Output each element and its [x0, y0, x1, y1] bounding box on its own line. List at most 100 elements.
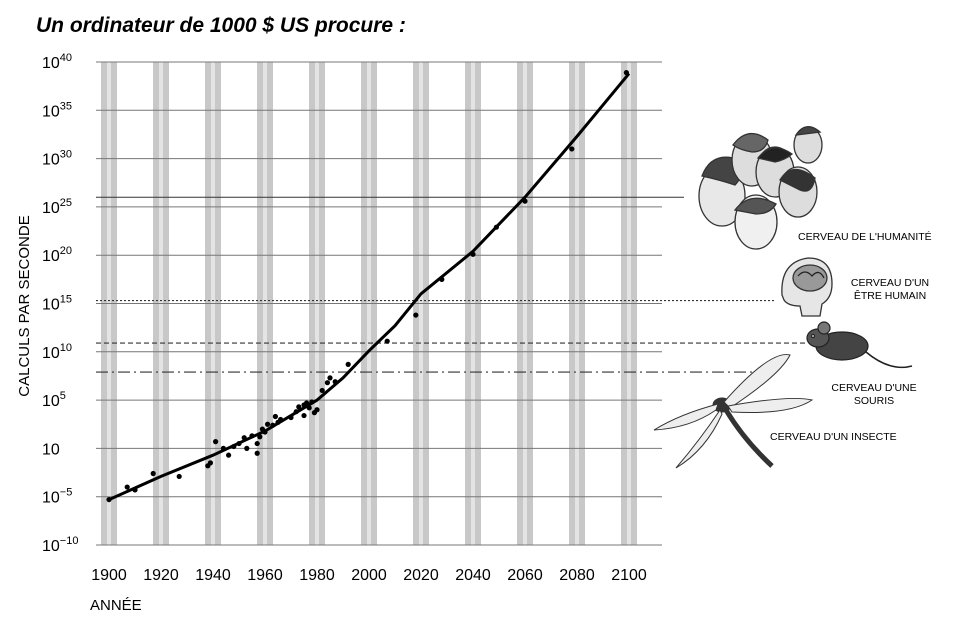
- data-point: [293, 409, 299, 415]
- y-tick-label: 1025: [42, 197, 72, 217]
- x-tick-label: 2060: [507, 567, 543, 584]
- y-tick-exponent: 35: [60, 100, 72, 112]
- y-tick-base: 10: [42, 441, 60, 458]
- data-point: [324, 380, 330, 386]
- y-tick-exponent: 5: [60, 390, 66, 402]
- data-point: [332, 379, 338, 385]
- data-point: [236, 440, 242, 447]
- y-tick-base: 10: [42, 393, 60, 410]
- y-tick-exponent: −10: [60, 535, 79, 547]
- data-point: [278, 416, 284, 423]
- reference-label: CERVEAU D'UN INSECTE: [770, 431, 897, 443]
- reference-label: CERVEAU D'UNE: [831, 382, 916, 394]
- x-tick-label: 2000: [351, 567, 387, 584]
- data-point: [226, 452, 232, 458]
- mouse-illustration: [806, 321, 913, 369]
- reference-level-lines: [96, 196, 805, 373]
- data-point: [288, 414, 294, 421]
- y-axis-label: CALCULS PAR SECONDE: [16, 215, 33, 396]
- x-axis-label: ANNÉE: [90, 597, 142, 614]
- data-point: [213, 439, 219, 445]
- y-tick-labels: 10401035103010251020101510101051010−510−…: [42, 52, 78, 555]
- x-tick-label: 2040: [455, 567, 491, 584]
- reference-label: ÊTRE HUMAIN: [854, 289, 926, 302]
- data-point: [296, 404, 302, 410]
- y-tick-label: 1030: [42, 149, 72, 169]
- y-tick-exponent: 30: [60, 149, 72, 161]
- horizontal-grid-lines: [96, 61, 662, 546]
- x-tick-label: 2020: [403, 567, 439, 584]
- y-tick-label: 1035: [42, 100, 72, 120]
- data-point: [244, 445, 250, 451]
- trend-line-group: [108, 72, 631, 501]
- x-tick-label: 2080: [559, 567, 595, 584]
- data-point: [522, 198, 528, 204]
- y-tick-base: 10: [42, 345, 60, 362]
- y-tick-label: 105: [42, 390, 66, 410]
- y-tick-label: 1010: [42, 342, 72, 362]
- data-point: [493, 224, 499, 230]
- y-tick-base: 10: [42, 490, 60, 507]
- data-point: [231, 443, 237, 450]
- data-point: [306, 405, 312, 411]
- data-point: [413, 312, 419, 318]
- y-tick-label: 10−5: [42, 487, 72, 507]
- x-tick-label: 1900: [91, 567, 127, 584]
- y-tick-exponent: 10: [60, 342, 72, 354]
- data-point: [262, 429, 268, 435]
- y-tick-base: 10: [42, 248, 60, 265]
- data-point: [309, 399, 315, 405]
- y-tick-base: 10: [42, 55, 60, 72]
- x-tick-label: 2100: [611, 567, 647, 584]
- data-point: [623, 70, 630, 76]
- x-tick-labels: 1900 1920 1940 1960 1980 2000 2020 2040 2060 2080…: [91, 567, 647, 584]
- x-tick-label: 1960: [247, 567, 283, 584]
- data-point: [257, 434, 263, 440]
- data-point: [241, 435, 247, 441]
- data-point: [569, 146, 575, 152]
- data-point: [150, 470, 156, 477]
- data-point: [106, 496, 112, 503]
- x-tick-label: 1940: [195, 567, 231, 584]
- y-tick-label: 1015: [42, 294, 72, 314]
- data-point: [132, 487, 138, 493]
- data-point: [272, 413, 278, 420]
- y-tick-label: 1020: [42, 245, 72, 265]
- y-tick-base: 10: [42, 103, 60, 120]
- data-point: [254, 450, 260, 456]
- y-tick-exponent: 15: [60, 294, 72, 306]
- y-tick-base: 10: [42, 538, 60, 555]
- data-point: [249, 433, 255, 439]
- data-point: [314, 407, 320, 413]
- x-tick-label: 1920: [143, 567, 179, 584]
- data-point: [439, 276, 445, 282]
- data-point: [176, 473, 182, 480]
- human-faces-illustration: [698, 126, 823, 250]
- data-point: [470, 251, 476, 257]
- y-tick-exponent: −5: [60, 487, 73, 499]
- y-tick-label: 10: [42, 441, 60, 458]
- chart-title: Un ordinateur de 1000 $ US procure :: [36, 14, 406, 37]
- data-point: [265, 421, 271, 427]
- y-tick-base: 10: [42, 152, 60, 169]
- y-tick-exponent: 20: [60, 245, 72, 257]
- data-point: [327, 375, 333, 381]
- data-point: [301, 412, 307, 419]
- y-tick-exponent: 40: [60, 52, 72, 64]
- data-point: [304, 400, 310, 406]
- y-tick-base: 10: [42, 297, 60, 314]
- y-tick-label: 1040: [42, 52, 72, 72]
- y-tick-label: 10−10: [42, 535, 78, 555]
- reference-label: SOURIS: [854, 395, 894, 407]
- reference-label: CERVEAU DE L'HUMANITÉ: [798, 230, 932, 243]
- human-head-brain-illustration: [781, 257, 833, 317]
- data-point: [345, 361, 351, 367]
- dragonfly-illustration: [653, 354, 814, 469]
- reference-label: CERVEAU D'UN: [851, 277, 929, 289]
- data-point: [207, 460, 213, 466]
- x-tick-label: 1980: [299, 567, 335, 584]
- y-tick-exponent: 25: [60, 197, 72, 209]
- data-point: [384, 338, 390, 344]
